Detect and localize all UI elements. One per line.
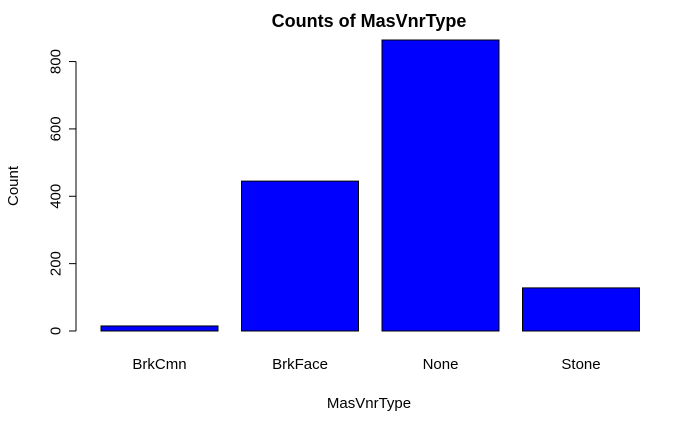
y-tick-label: 400: [47, 184, 64, 209]
y-tick-label: 800: [47, 49, 64, 74]
y-axis: 0 200 400 600 800: [47, 49, 77, 335]
x-tick-label-brkface: BrkFace: [272, 356, 328, 373]
x-tick-label-brkcmn: BrkCmn: [132, 356, 186, 373]
x-tick-label-none: None: [423, 356, 459, 373]
bar-none: [381, 39, 500, 332]
x-tick-labels: BrkCmn BrkFace None Stone: [132, 356, 600, 373]
x-tick-label-stone: Stone: [561, 356, 600, 373]
y-tick-label: 0: [47, 327, 64, 335]
y-tick-label: 200: [47, 251, 64, 276]
y-tick-label: 600: [47, 116, 64, 141]
chart-title: Counts of MasVnrType: [272, 11, 467, 31]
x-axis-label: MasVnrType: [327, 395, 411, 412]
bar-stone: [522, 287, 640, 332]
bars-group: [100, 39, 640, 332]
bar-brkface: [241, 180, 359, 332]
y-axis-label: Count: [5, 165, 22, 206]
bar-brkcmn: [100, 325, 219, 332]
